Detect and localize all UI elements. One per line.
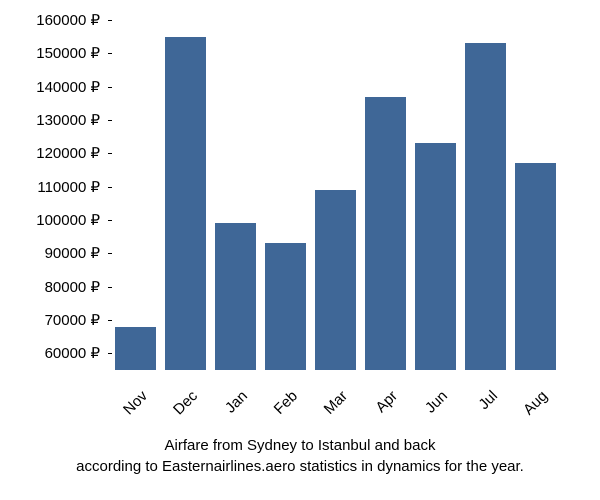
y-tick-mark bbox=[108, 53, 112, 54]
x-tick-label: Jun bbox=[411, 387, 451, 427]
x-tick-label: Dec bbox=[161, 387, 201, 427]
y-tick-label: 160000 ₽ bbox=[36, 11, 100, 29]
bar bbox=[465, 43, 506, 370]
bar bbox=[215, 223, 256, 370]
y-tick-mark bbox=[108, 320, 112, 321]
x-tick-label: Aug bbox=[511, 387, 551, 427]
caption-line-2: according to Easternairlines.aero statis… bbox=[76, 458, 524, 475]
y-tick-label: 80000 ₽ bbox=[45, 278, 100, 296]
x-tick-label: Jul bbox=[461, 387, 501, 427]
caption-line-1: Airfare from Sydney to Istanbul and back bbox=[165, 437, 436, 454]
y-tick-mark bbox=[108, 287, 112, 288]
bar bbox=[515, 163, 556, 370]
y-tick-label: 130000 ₽ bbox=[36, 111, 100, 129]
y-tick-mark bbox=[108, 87, 112, 88]
bar bbox=[315, 190, 356, 370]
y-tick-label: 120000 ₽ bbox=[36, 144, 100, 162]
y-tick-mark bbox=[108, 187, 112, 188]
y-tick-label: 100000 ₽ bbox=[36, 211, 100, 229]
y-tick-mark bbox=[108, 253, 112, 254]
x-tick-label: Feb bbox=[261, 387, 301, 427]
y-tick-label: 70000 ₽ bbox=[45, 311, 100, 329]
y-tick-mark bbox=[108, 120, 112, 121]
bar bbox=[165, 37, 206, 370]
x-axis: NovDecJanFebMarAprJunJulAug bbox=[110, 370, 560, 430]
y-axis: 60000 ₽ 70000 ₽ 80000 ₽ 90000 ₽ 100000 ₽ 1100… bbox=[20, 20, 105, 370]
bar bbox=[115, 327, 156, 370]
y-tick-label: 110000 ₽ bbox=[37, 178, 100, 196]
bar bbox=[265, 243, 306, 370]
y-tick-mark bbox=[108, 353, 112, 354]
y-tick-label: 150000 ₽ bbox=[36, 44, 100, 62]
y-tick-label: 60000 ₽ bbox=[45, 344, 100, 362]
y-tick-label: 90000 ₽ bbox=[45, 244, 100, 262]
airfare-bar-chart: 60000 ₽ 70000 ₽ 80000 ₽ 90000 ₽ 100000 ₽ 1100… bbox=[20, 10, 580, 490]
plot-area bbox=[110, 20, 560, 370]
x-tick-label: Apr bbox=[361, 387, 401, 427]
y-tick-mark bbox=[108, 20, 112, 21]
x-tick-label: Nov bbox=[111, 387, 151, 427]
y-tick-label: 140000 ₽ bbox=[36, 78, 100, 96]
x-tick-label: Jan bbox=[211, 387, 251, 427]
x-tick-label: Mar bbox=[311, 387, 351, 427]
bar bbox=[415, 143, 456, 370]
y-tick-mark bbox=[108, 220, 112, 221]
chart-caption: Airfare from Sydney to Istanbul and back… bbox=[20, 435, 580, 477]
bar bbox=[365, 97, 406, 370]
y-tick-mark bbox=[108, 153, 112, 154]
